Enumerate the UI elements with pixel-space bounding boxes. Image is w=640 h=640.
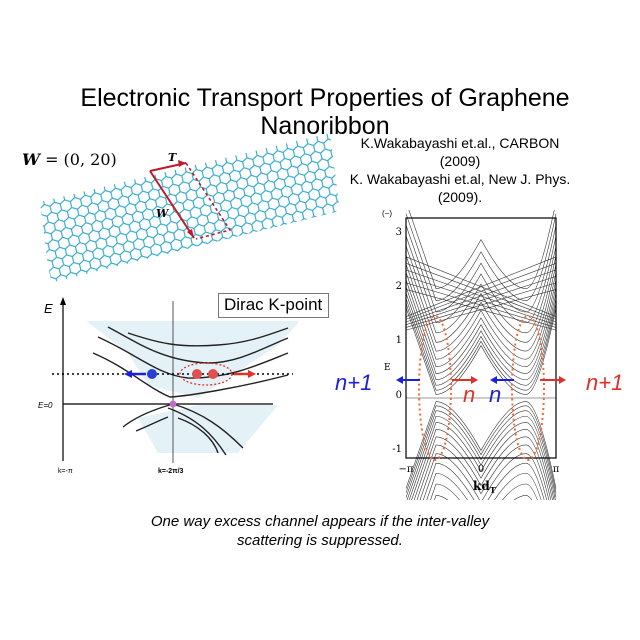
right-valley-ellipse bbox=[511, 315, 545, 461]
unit-cell-outline bbox=[185, 162, 232, 240]
upper-shaded-region bbox=[86, 321, 298, 398]
x-tick: 0 bbox=[478, 464, 484, 475]
k-right-label: k=-2π/3 bbox=[158, 468, 184, 475]
x-tick: −π bbox=[399, 464, 414, 475]
references: K.Wakabayashi et.al., CARBON (2009) K. W… bbox=[340, 134, 580, 206]
band-line bbox=[405, 405, 557, 493]
corner-mark: (−) bbox=[382, 210, 392, 218]
lower-shaded-region bbox=[138, 405, 278, 453]
band-line bbox=[426, 472, 542, 500]
band-line bbox=[411, 428, 553, 500]
red-electron-dot bbox=[192, 369, 202, 379]
y-tick: -1 bbox=[392, 444, 402, 455]
width-label: W = (0, 20) bbox=[22, 150, 117, 169]
vector-w-arrow bbox=[149, 170, 195, 239]
width-symbol: W bbox=[22, 150, 40, 169]
dirac-point-dot bbox=[169, 400, 177, 408]
y-tick: 0 bbox=[396, 390, 402, 401]
band-line bbox=[405, 255, 557, 343]
band-line bbox=[405, 279, 557, 368]
y-tick: 1 bbox=[396, 335, 402, 346]
band-line bbox=[405, 256, 557, 317]
dirac-dispersion-figure: E E=0 k=-π k=-2π/3 bbox=[38, 297, 298, 475]
slide-title: Electronic Transport Properties of Graph… bbox=[80, 84, 570, 140]
reference-line-3: K. Wakabayashi et.al, New J. Phys. bbox=[349, 171, 571, 187]
band-line bbox=[405, 282, 557, 328]
band-line bbox=[405, 225, 557, 313]
hex-lattice bbox=[40, 133, 340, 283]
reference-line-1: K.Wakabayashi et.al., CARBON bbox=[360, 135, 560, 151]
band-line bbox=[405, 307, 557, 395]
x-tick: π bbox=[553, 464, 560, 475]
vector-w-label: W bbox=[156, 207, 170, 220]
band-line bbox=[405, 286, 557, 374]
red-electron-dot bbox=[208, 369, 218, 379]
plot-frame bbox=[405, 217, 557, 459]
y-tick: 2 bbox=[396, 281, 402, 292]
channel-label-n-red: n bbox=[463, 382, 476, 407]
slide-caption: One way excess channel appears if the in… bbox=[20, 512, 620, 550]
reference-line-4: (2009). bbox=[437, 189, 483, 205]
band-line bbox=[408, 210, 555, 289]
band-line bbox=[416, 444, 550, 500]
band-line bbox=[419, 453, 547, 500]
band-structure-figure: (−) 3 2 1 0 -1 E −π 0 π kdT bbox=[382, 210, 566, 500]
caption-line-2: scattering is suppressed. bbox=[237, 532, 403, 549]
channel-label-n-plus-1-left: n+1 bbox=[335, 370, 373, 395]
caption-line-1: One way excess channel appears if the in… bbox=[150, 513, 490, 530]
band-line bbox=[405, 410, 557, 498]
band-line bbox=[405, 401, 557, 489]
band-line bbox=[408, 422, 555, 500]
x-axis-label: kdT bbox=[473, 479, 496, 495]
band-line bbox=[430, 483, 538, 500]
vector-t-label: T bbox=[168, 151, 177, 164]
channel-label-n-plus-1-right: n+1 bbox=[586, 370, 624, 395]
channel-label-n-blue: n bbox=[489, 382, 502, 407]
band-line bbox=[405, 298, 557, 386]
reference-line-2: (2009) bbox=[439, 153, 481, 169]
band-line bbox=[405, 303, 557, 391]
y-tick: 3 bbox=[396, 227, 402, 238]
band-line bbox=[405, 289, 557, 331]
band-line bbox=[434, 495, 533, 500]
k-left-label: k=-π bbox=[58, 468, 73, 475]
left-valley-ellipse bbox=[418, 315, 452, 461]
band-line bbox=[405, 292, 557, 381]
width-value: = (0, 20) bbox=[45, 150, 117, 169]
band-line bbox=[406, 415, 556, 500]
band-line bbox=[413, 436, 552, 500]
dirac-k-point-label: Dirac K-point bbox=[218, 293, 330, 318]
band-line bbox=[405, 263, 557, 320]
e-zero-label: E=0 bbox=[38, 401, 53, 410]
band-lines bbox=[405, 210, 557, 500]
lower-bands bbox=[122, 403, 244, 456]
valley-highlight bbox=[179, 362, 233, 386]
nanoribbon-lattice-figure: T W bbox=[40, 133, 340, 283]
e-axis-label: E bbox=[44, 301, 53, 316]
band-line bbox=[405, 264, 557, 352]
band-line bbox=[405, 272, 557, 360]
band-line bbox=[405, 269, 557, 323]
band-line bbox=[422, 462, 545, 500]
y-axis-label: E bbox=[384, 363, 391, 373]
blue-electron-dot bbox=[147, 369, 157, 379]
